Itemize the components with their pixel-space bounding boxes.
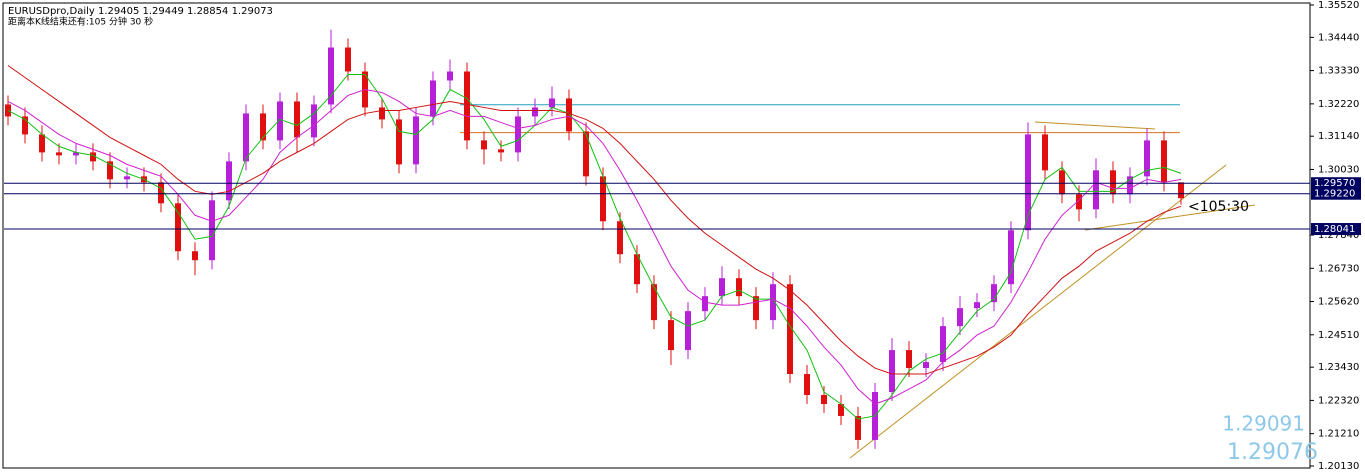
candle-body [192, 251, 198, 261]
candle-body [583, 131, 589, 177]
candle-body [753, 296, 759, 321]
candle-body [685, 311, 691, 351]
candle-body [770, 284, 776, 321]
candle-body [413, 116, 419, 165]
candle-body [158, 182, 164, 204]
chart-title: EURUSDpro,Daily 1.29405 1.29449 1.28854 … [8, 6, 273, 17]
candle-body [821, 395, 827, 404]
candle-body [464, 71, 470, 141]
candle-body [379, 107, 385, 120]
candle-body [600, 176, 606, 222]
y-tick-label: 1.26730 [1318, 263, 1359, 274]
moving-average [7, 65, 1182, 375]
y-tick-label: 1.27840 [1318, 230, 1359, 241]
candle-body [1161, 140, 1167, 183]
candle-body [974, 302, 980, 309]
trend-line [1034, 121, 1156, 130]
countdown-text: 距离本K线结束还有:105 分钟 30 秒 [8, 16, 153, 28]
y-tick-label: 1.25620 [1318, 297, 1359, 308]
candle-body [39, 134, 45, 153]
candle-body [124, 176, 130, 180]
candle-body [855, 415, 861, 440]
candle-body [73, 152, 79, 156]
y-tick-label: 1.33330 [1318, 66, 1359, 77]
candle-body [515, 116, 521, 153]
candle-body [906, 350, 912, 369]
candle-body [56, 152, 62, 156]
candle-body [1042, 134, 1048, 171]
y-tick-label: 1.24510 [1318, 330, 1359, 341]
bid-price: 1.29091 [1222, 412, 1305, 436]
price-tag [1311, 177, 1361, 190]
y-tick-label: 1.23430 [1318, 362, 1359, 373]
candle-body [209, 200, 215, 261]
candle-body [702, 296, 708, 312]
y-tick-label: 1.35520 [1318, 0, 1359, 11]
candle-body [1076, 194, 1082, 210]
candle-body [889, 350, 895, 393]
candle-body [804, 374, 810, 396]
ask-price: 1.29076 [1227, 440, 1318, 465]
candle-body [396, 119, 402, 165]
candle-body [226, 161, 232, 201]
y-tick-label: 1.21210 [1318, 429, 1359, 440]
candle-body [1178, 182, 1184, 199]
trend-line [1084, 204, 1256, 231]
price-tag-label: 1.29220 [1314, 189, 1355, 200]
candle-body [430, 80, 436, 117]
candle-body [1025, 134, 1031, 231]
candle-body [243, 113, 249, 162]
price-tag-label: 1.29570 [1314, 178, 1355, 189]
candle-body [1144, 140, 1150, 177]
candle-body [736, 278, 742, 297]
price-tag-label: 1.28041 [1314, 224, 1355, 235]
moving-average [7, 88, 1182, 405]
candle-body [651, 284, 657, 321]
candle-body [22, 116, 28, 135]
plot-frame [2, 2, 1311, 469]
candle-body [294, 101, 300, 138]
price-tag [1311, 223, 1361, 236]
candle-body [277, 101, 283, 141]
candle-body [175, 203, 181, 252]
candle-body [940, 326, 946, 363]
candle-body [345, 47, 351, 72]
candle-body [328, 47, 334, 105]
trend-line [849, 164, 1227, 459]
y-tick-label: 1.31140 [1318, 131, 1359, 142]
candle-body [957, 308, 963, 327]
candle-body [549, 98, 555, 108]
candle-body [481, 140, 487, 150]
candle-body [532, 107, 538, 117]
candle-body [447, 71, 453, 81]
candle-body [787, 284, 793, 375]
y-tick-label: 1.22320 [1318, 395, 1359, 406]
candle-body [617, 221, 623, 255]
candle-body [1127, 176, 1133, 195]
candle-body [1008, 230, 1014, 285]
y-tick-label: 1.30030 [1318, 164, 1359, 175]
candle-body [311, 104, 317, 138]
candle-body [107, 161, 113, 180]
candle-body [1059, 170, 1065, 195]
candle-body [1093, 170, 1099, 210]
y-tick-label: 1.32220 [1318, 99, 1359, 110]
candle-body [668, 320, 674, 351]
candle-body [991, 284, 997, 303]
moving-average [7, 73, 1182, 420]
candle-body [498, 149, 504, 153]
candle-body [566, 98, 572, 132]
y-tick-label: 1.20130 [1318, 461, 1359, 472]
candle-body [90, 152, 96, 162]
countdown-label: <105:30 [1188, 199, 1249, 215]
candle-body [634, 254, 640, 285]
candle-body [838, 403, 844, 416]
y-tick-label: 1.34440 [1318, 32, 1359, 43]
candle-body [260, 113, 266, 141]
candle-body [1110, 170, 1116, 195]
price-tag [1311, 187, 1361, 200]
candle-body [923, 362, 929, 369]
candle-body [719, 278, 725, 297]
